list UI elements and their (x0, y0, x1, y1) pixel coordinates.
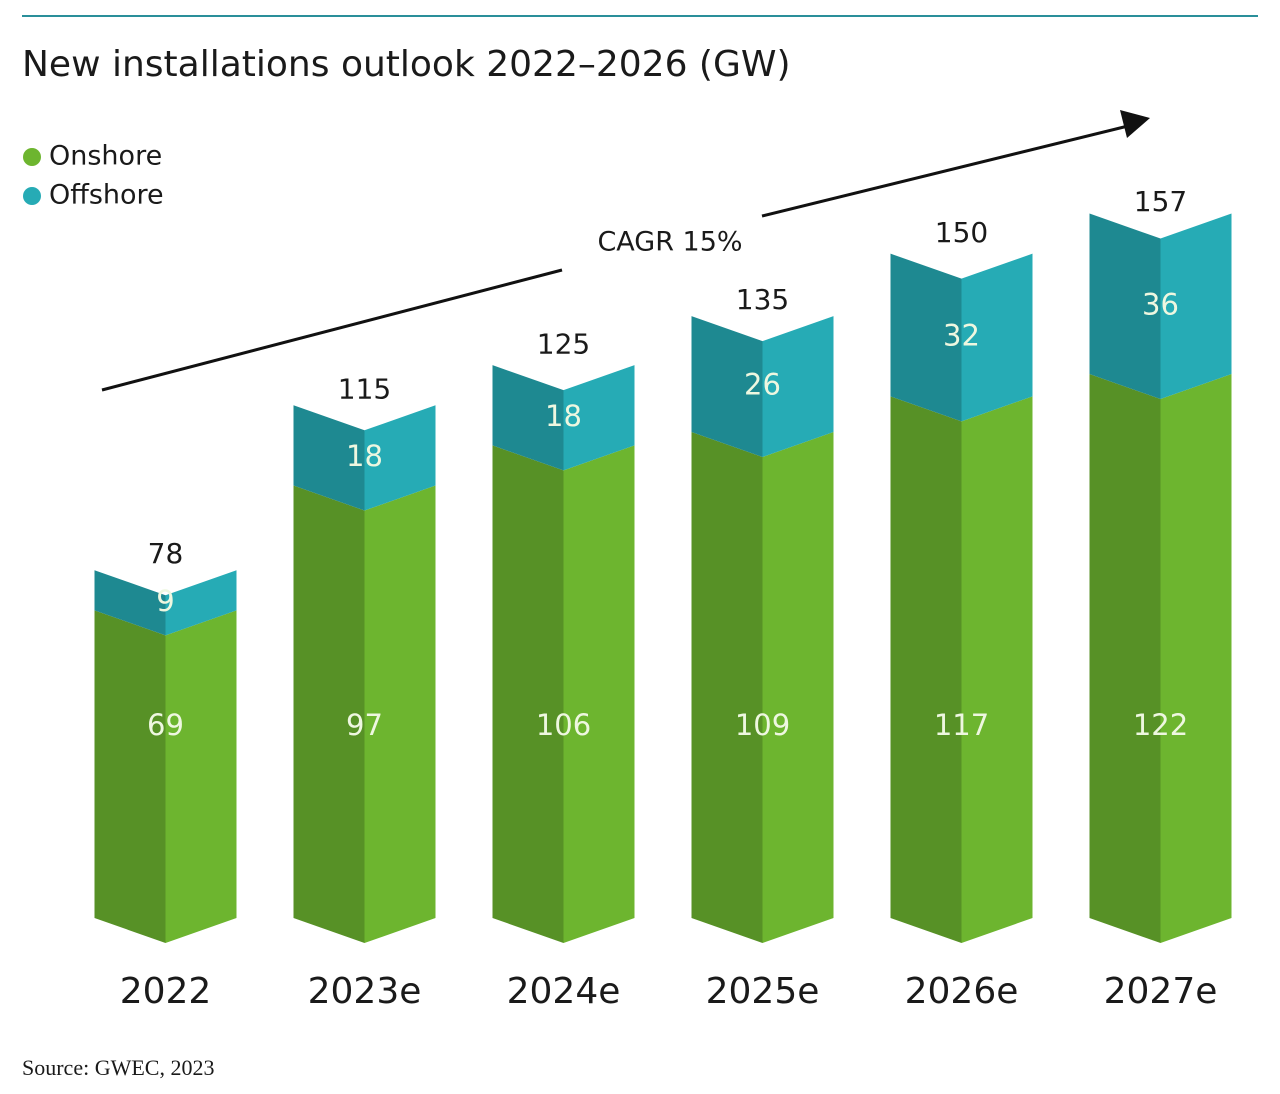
bar-face-right (762, 432, 834, 943)
value-label: 97 (346, 708, 383, 742)
x-tick-label: 2027e (1104, 971, 1218, 1012)
total-label: 115 (338, 372, 391, 405)
bar-face-right (563, 445, 635, 943)
bar-segment (293, 405, 436, 511)
bar-face-left (691, 316, 763, 458)
bar-face-right (1160, 213, 1232, 400)
bar-face-left (1089, 374, 1161, 943)
bar-segment (1089, 374, 1232, 943)
total-label: 125 (537, 328, 590, 361)
bar-face-right (762, 316, 834, 458)
x-tick-label: 2022 (120, 971, 212, 1012)
bar-face-left (293, 485, 365, 943)
value-label: 117 (934, 708, 989, 742)
annotation: CAGR 15% (597, 227, 742, 258)
chart-title: New installations outlook 2022–2026 (GW) (22, 44, 791, 85)
bar-segment (691, 316, 834, 458)
total-label: 78 (148, 537, 184, 570)
legend-label: Onshore (49, 141, 162, 172)
bar-face-right (165, 570, 237, 636)
value-label: 32 (943, 319, 980, 353)
value-label: 26 (744, 368, 781, 402)
bar-face-right (165, 610, 237, 943)
legend-marker (23, 148, 41, 166)
bar-segment (94, 610, 237, 943)
legend-marker (23, 187, 41, 205)
trend-line (101, 268, 563, 392)
bar-face-right (961, 396, 1033, 943)
bar-segment (293, 485, 436, 943)
bar-face-left (492, 365, 564, 471)
bar-face-right (364, 485, 436, 943)
total-label: 150 (935, 216, 988, 249)
bar-face-left (1089, 213, 1161, 400)
bar-face-left (293, 405, 365, 511)
bar-segment (691, 432, 834, 943)
total-label: 157 (1134, 185, 1187, 218)
bar-segment (890, 396, 1033, 943)
bar-segment (492, 445, 635, 943)
bar-segment (492, 365, 635, 471)
bar-face-right (563, 365, 635, 471)
value-label: 106 (536, 708, 591, 742)
value-label: 69 (147, 708, 184, 742)
bar-segment (94, 570, 237, 636)
value-label: 9 (156, 584, 174, 618)
bar-face-right (1160, 374, 1232, 943)
value-label: 18 (545, 399, 582, 433)
bar-face-left (94, 610, 166, 943)
source: Source: GWEC, 2023 (22, 1055, 214, 1080)
bar-face-left (890, 396, 962, 943)
bar-face-left (492, 445, 564, 943)
bar-face-right (961, 253, 1033, 422)
bar-face-left (691, 432, 763, 943)
value-label: 18 (346, 439, 383, 473)
legend-label: Offshore (49, 180, 164, 211)
value-label: 36 (1142, 287, 1179, 321)
x-tick-label: 2023e (308, 971, 422, 1012)
x-tick-label: 2026e (905, 971, 1019, 1012)
bar-segment (890, 253, 1033, 422)
bar-face-left (94, 570, 166, 636)
trend-line (761, 124, 1129, 218)
bar-face-right (364, 405, 436, 511)
bar-segment (1089, 213, 1232, 400)
value-label: 122 (1133, 708, 1188, 742)
bar-face-left (890, 253, 962, 422)
x-tick-label: 2024e (507, 971, 621, 1012)
total-label: 135 (736, 283, 789, 316)
x-tick-label: 2025e (706, 971, 820, 1012)
trend-arrowhead (1120, 110, 1150, 138)
value-label: 109 (735, 708, 790, 742)
